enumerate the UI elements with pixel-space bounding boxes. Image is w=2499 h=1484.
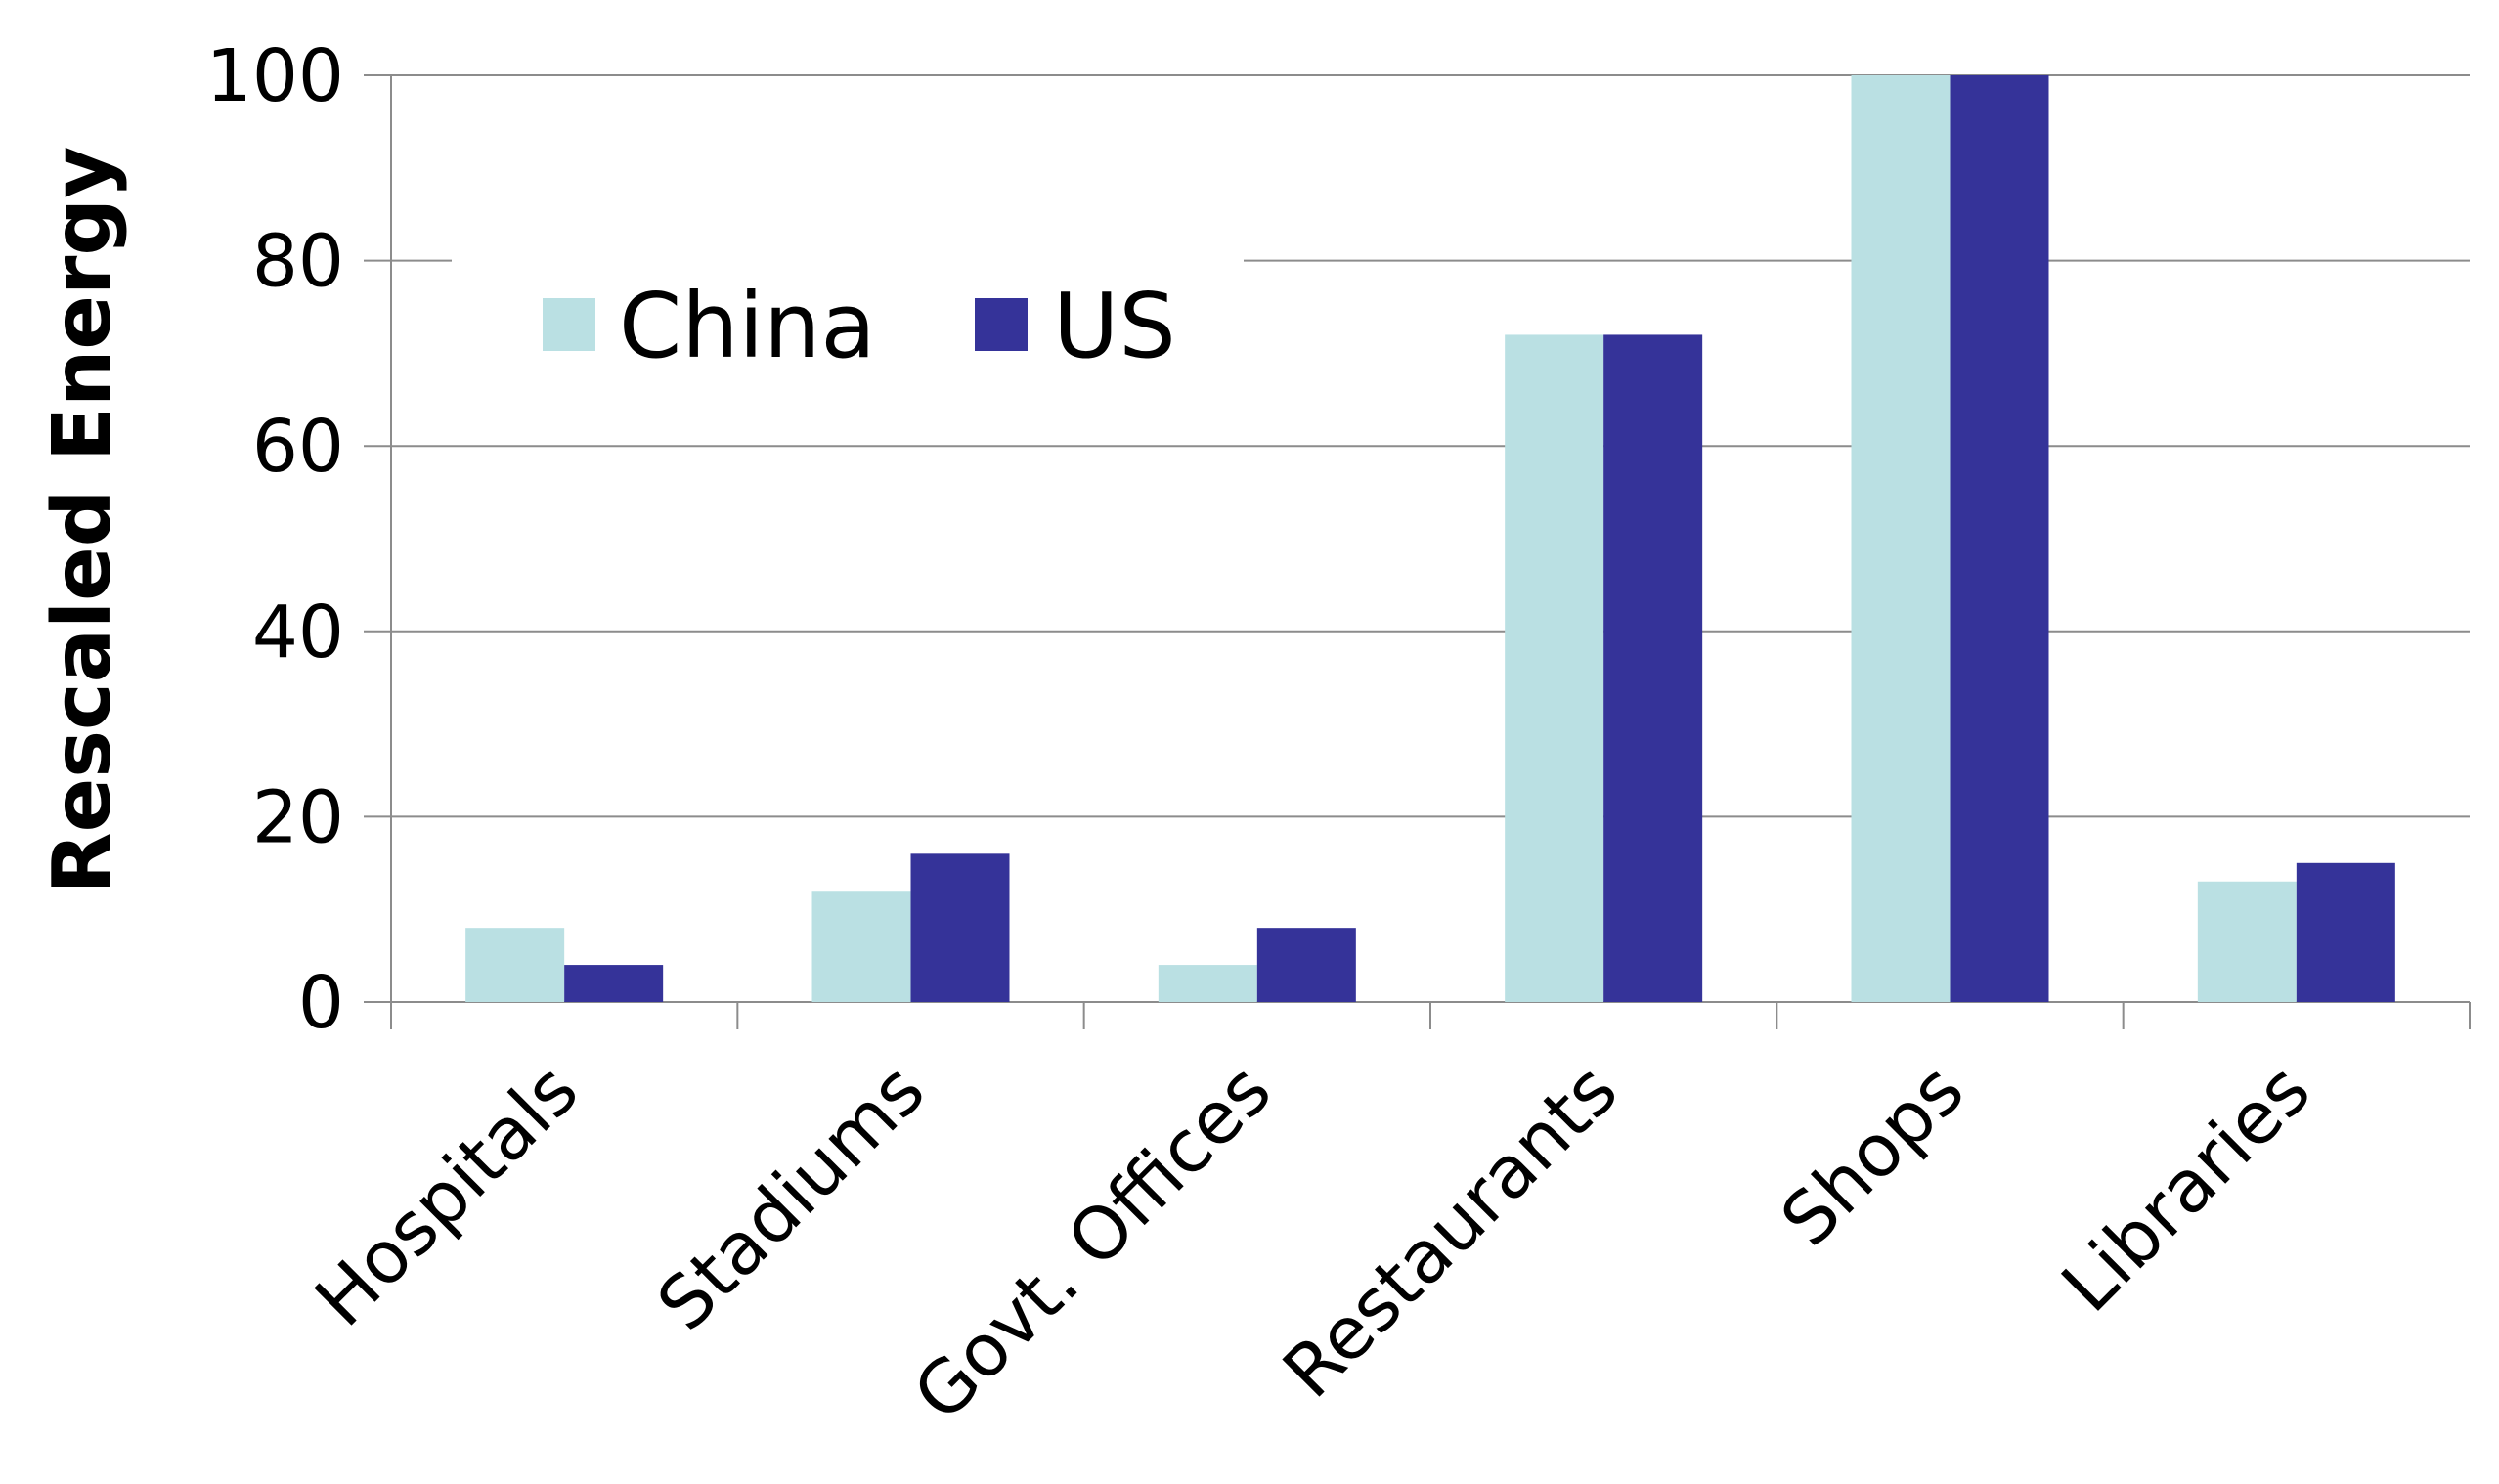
legend-swatch-us bbox=[975, 298, 1028, 351]
bar-us-restaurants bbox=[1603, 334, 1703, 1002]
legend-swatch-china bbox=[543, 298, 595, 351]
y-tick-label: 80 bbox=[252, 220, 344, 304]
legend: China US bbox=[452, 246, 1244, 417]
bar-china-shops bbox=[1851, 75, 1951, 1002]
y-tick-labels: 0 20 40 60 80 100 bbox=[206, 34, 344, 1045]
bar-china-libraries bbox=[2197, 881, 2297, 1002]
y-tick-label: 20 bbox=[252, 775, 344, 859]
bar-us-shops bbox=[1950, 75, 2049, 1002]
x-tick-label: Govt. Offices bbox=[898, 1048, 1287, 1437]
bars bbox=[465, 75, 2395, 1002]
gridlines bbox=[391, 74, 2470, 818]
y-tick-label: 40 bbox=[252, 590, 344, 675]
legend-label-china: China bbox=[619, 274, 876, 378]
axes bbox=[364, 74, 2471, 1029]
bar-china-restaurants bbox=[1505, 334, 1604, 1002]
y-tick-label: 100 bbox=[206, 34, 344, 118]
y-axis-title: Rescaled Energy bbox=[36, 146, 129, 894]
x-tick-label: Shops bbox=[1766, 1048, 1981, 1263]
bar-us-hospitals bbox=[564, 965, 664, 1002]
bar-us-govt-offices bbox=[1256, 928, 1356, 1002]
bar-us-stadiums bbox=[910, 853, 1010, 1002]
x-tick-label: Hospitals bbox=[299, 1048, 594, 1343]
x-tick-label: Restaurants bbox=[1267, 1048, 1634, 1415]
x-tick-label: Libraries bbox=[2046, 1048, 2327, 1329]
bar-us-libraries bbox=[2296, 862, 2395, 1002]
bar-china-stadiums bbox=[811, 891, 911, 1002]
x-tick-label: Stadiums bbox=[641, 1048, 941, 1347]
bar-china-govt-offices bbox=[1158, 965, 1257, 1002]
y-tick-label: 60 bbox=[252, 405, 344, 489]
legend-label-us: US bbox=[1053, 274, 1176, 378]
y-tick-label: 0 bbox=[298, 961, 344, 1045]
bar-china-hospitals bbox=[465, 928, 565, 1002]
